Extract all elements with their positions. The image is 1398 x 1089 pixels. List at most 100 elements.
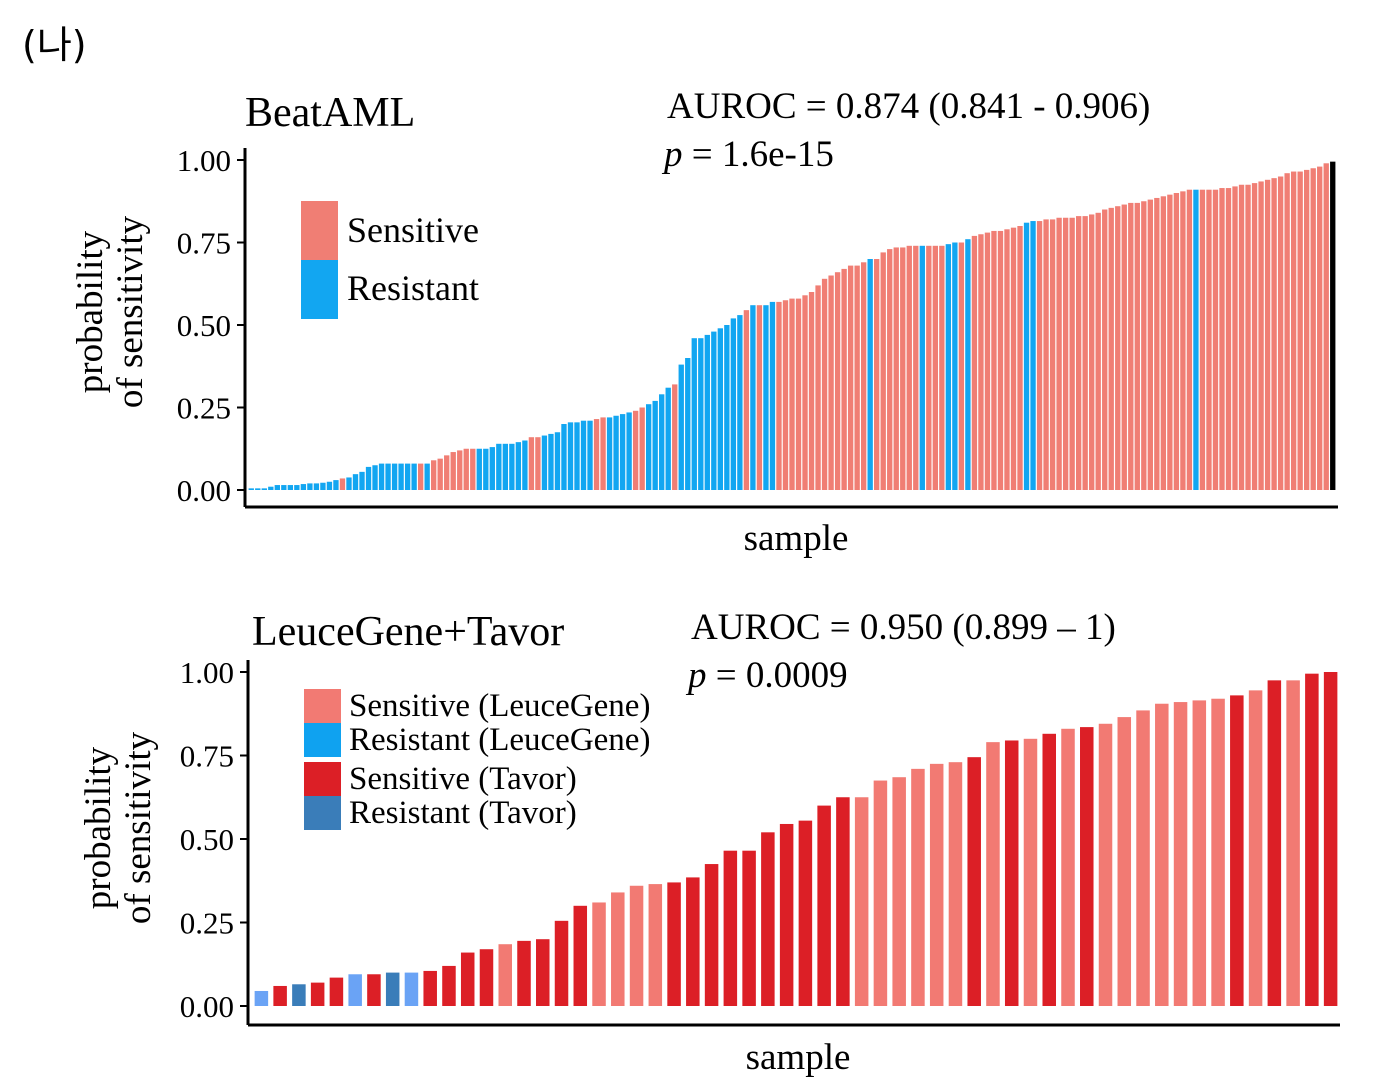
bar <box>632 410 639 490</box>
bar <box>1062 217 1069 490</box>
bar <box>1192 700 1207 1006</box>
p-value-annotation: p = 0.0009 <box>685 655 848 696</box>
bar <box>723 850 738 1006</box>
bar <box>592 902 606 1006</box>
y-tick-label: 0.50 <box>177 308 231 343</box>
bar <box>952 242 958 490</box>
auroc-annotation: AUROC = 0.874 (0.841 - 0.906) <box>667 86 1150 127</box>
bar <box>1232 186 1238 490</box>
y-axis-ticks: 0.00 0.25 0.50 0.75 1.00 <box>177 143 245 508</box>
bar <box>329 977 344 1006</box>
bar <box>919 245 925 490</box>
bar <box>498 944 512 1006</box>
bar <box>991 230 997 490</box>
bar <box>444 455 450 490</box>
bar <box>483 448 489 490</box>
bar <box>1080 727 1094 1006</box>
y-tick-label: 0.75 <box>177 226 231 261</box>
bar <box>287 485 294 490</box>
p-value-annotation: p = 1.6e-15 <box>661 134 834 175</box>
axes <box>243 148 1338 509</box>
bar <box>1286 680 1300 1006</box>
bar <box>254 990 269 1006</box>
bar <box>1056 217 1062 490</box>
bar <box>1136 710 1150 1006</box>
bar <box>479 949 494 1006</box>
bar <box>1251 183 1258 490</box>
bar <box>1089 214 1095 490</box>
bar <box>359 471 365 490</box>
bar <box>1023 222 1030 490</box>
bar <box>411 463 417 490</box>
bar <box>873 780 888 1006</box>
p-symbol: p <box>685 655 707 696</box>
bar <box>691 338 697 490</box>
bar <box>646 404 652 490</box>
bars <box>254 672 1338 1006</box>
bar <box>587 420 593 490</box>
bar <box>509 443 515 490</box>
bar <box>887 249 893 490</box>
bar <box>1323 163 1329 491</box>
bar <box>460 952 475 1006</box>
bar <box>1199 189 1206 490</box>
bar <box>378 463 385 490</box>
p-value: = 1.6e-15 <box>683 134 834 175</box>
bar <box>1225 188 1232 491</box>
bar <box>535 437 541 490</box>
bar <box>310 982 325 1006</box>
bar <box>1030 221 1036 491</box>
bar <box>261 488 267 490</box>
legend-swatch-sensitive <box>301 201 338 260</box>
bar <box>476 448 482 490</box>
bar <box>665 387 671 490</box>
bar <box>574 422 580 490</box>
bar <box>1004 740 1019 1006</box>
legend: Sensitive (LeuceGene) Resistant (LeuceGe… <box>304 688 650 831</box>
bar <box>704 864 719 1006</box>
bar <box>517 940 531 1006</box>
bar <box>802 295 808 490</box>
bar <box>860 262 867 490</box>
bar <box>294 485 300 490</box>
bar <box>929 763 944 1006</box>
bar <box>1206 189 1212 490</box>
bar <box>515 442 522 490</box>
bar <box>398 463 404 490</box>
bar <box>561 424 567 490</box>
bar <box>1147 199 1153 490</box>
bar <box>1102 209 1108 490</box>
bar <box>300 484 307 490</box>
bar <box>893 247 899 490</box>
bar <box>554 432 561 490</box>
bar <box>1017 226 1023 490</box>
bar <box>352 474 359 490</box>
legend-swatch-sensitive-tavor <box>304 762 341 796</box>
y-axis-title-line1: probability <box>70 230 111 393</box>
x-axis-title: sample <box>746 1037 851 1078</box>
bar <box>841 268 847 490</box>
panel-label: (나) <box>22 23 87 67</box>
bar <box>502 443 509 490</box>
bar <box>1117 717 1132 1006</box>
y-tick-label: 0.25 <box>180 906 234 941</box>
bar <box>984 232 991 490</box>
bar <box>1108 207 1114 490</box>
bar <box>528 437 535 490</box>
bar <box>1277 176 1284 490</box>
bar <box>782 300 789 490</box>
bar <box>779 823 794 1006</box>
bar <box>1330 161 1336 490</box>
bar <box>1167 194 1173 490</box>
bar <box>626 412 632 490</box>
bar <box>737 315 743 490</box>
bar <box>1160 196 1167 491</box>
bar <box>667 882 681 1006</box>
bar <box>423 970 437 1006</box>
auroc-annotation: AUROC = 0.950 (0.899 – 1) <box>691 607 1116 648</box>
p-symbol: p <box>661 134 683 175</box>
bar <box>1049 219 1056 490</box>
bar <box>600 417 606 490</box>
bar <box>313 483 320 490</box>
